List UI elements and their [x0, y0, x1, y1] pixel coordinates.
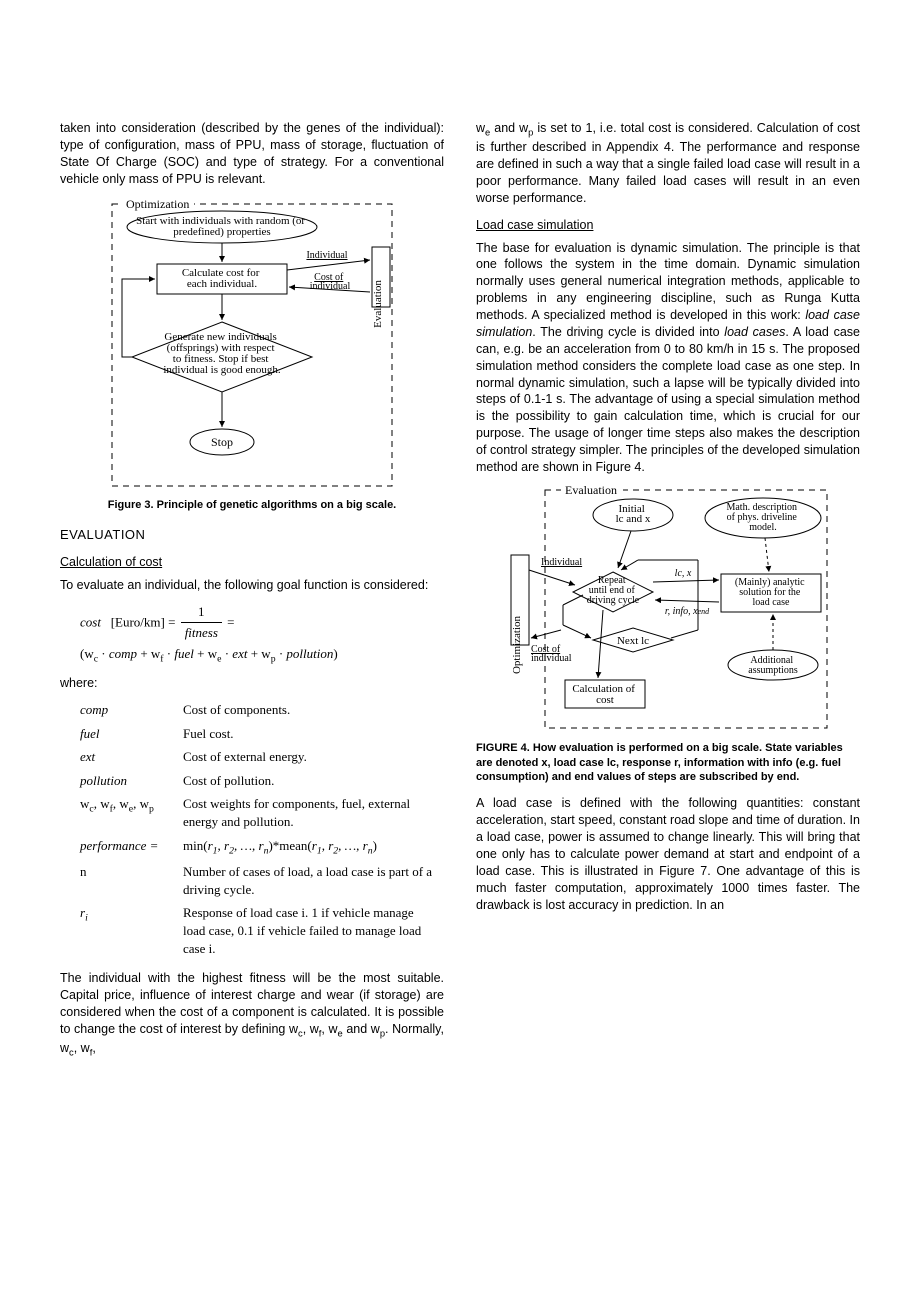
paragraph: taken into consideration (described by t…	[60, 120, 444, 188]
svg-text:Repeat until end of: Repeat until end of driving cycle	[587, 575, 640, 606]
paragraph: A load case is defined with the followin…	[476, 795, 860, 913]
svg-text:Generate new individuals: Generate new individuals (offsprings) wi…	[163, 331, 281, 376]
svg-text:r, info, xend: r, info, xend	[665, 606, 710, 617]
svg-text:lc, x: lc, x	[675, 568, 692, 579]
figure-3-caption: Figure 3. Principle of genetic algorithm…	[60, 498, 444, 513]
calc-cost-heading: Calculation of cost	[60, 554, 444, 571]
where-label: where:	[60, 675, 444, 692]
fig3-label-optimization: Optimization	[126, 197, 189, 211]
svg-text:Evaluation: Evaluation	[372, 279, 384, 327]
svg-text:Individual: Individual	[306, 250, 347, 261]
load-case-heading: Load case simulation	[476, 217, 860, 234]
paragraph: we and wp is set to 1, i.e. total cost i…	[476, 120, 860, 207]
definitions-table: compCost of components. fuelFuel cost. e…	[80, 698, 444, 960]
cost-equation: cost [Euro/km] = 1fitness = (wc · comp +…	[80, 602, 444, 668]
paragraph: The base for evaluation is dynamic simul…	[476, 240, 860, 476]
right-column: we and wp is set to 1, i.e. total cost i…	[476, 120, 860, 1063]
svg-text:Cost of individual: Cost of individual	[531, 644, 572, 664]
two-column-layout: taken into consideration (described by t…	[60, 120, 860, 1063]
svg-text:Stop: Stop	[211, 435, 233, 449]
svg-text:Additional assumptions: Additional assumptions	[748, 655, 798, 676]
figure-4-diagram: Evaluation Optimization Individual Cost …	[503, 480, 833, 735]
svg-text:Evaluation: Evaluation	[565, 483, 617, 497]
svg-text:Next lc: Next lc	[617, 635, 649, 647]
figure-4-caption: FIGURE 4. How evaluation is performed on…	[476, 741, 860, 786]
svg-text:Individual: Individual	[541, 557, 582, 568]
svg-text:Initial lc and x: Initial lc and x	[616, 503, 651, 525]
left-column: taken into consideration (described by t…	[60, 120, 444, 1063]
figure-3-diagram: Optimization Start with individuals with…	[102, 192, 402, 492]
svg-text:Cost of individual: Cost of individual	[310, 272, 351, 292]
svg-text:Optimization: Optimization	[511, 615, 523, 674]
paragraph: To evaluate an individual, the following…	[60, 577, 444, 594]
paragraph: The individual with the highest fitness …	[60, 970, 444, 1059]
evaluation-heading: EVALUATION	[60, 526, 444, 544]
svg-text:Calculate cost for eac: Calculate cost for each individual.	[182, 267, 262, 290]
